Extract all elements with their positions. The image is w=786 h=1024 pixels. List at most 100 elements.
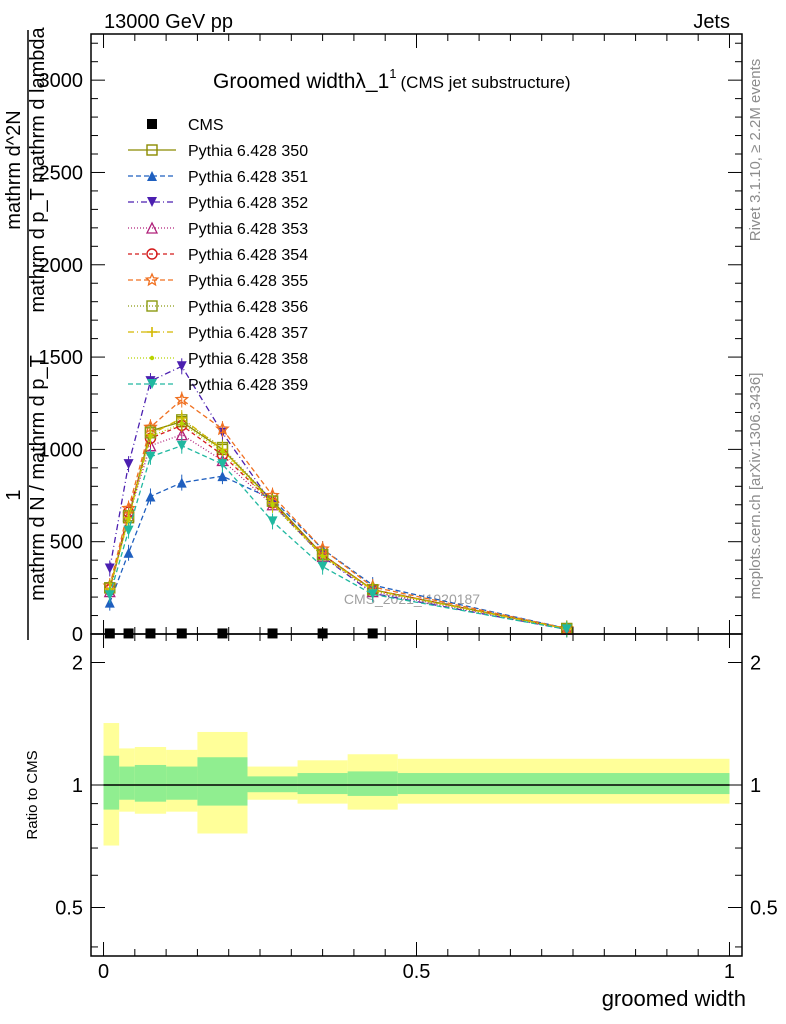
marker (147, 197, 157, 207)
marker (145, 221, 159, 234)
series-line (109, 444, 567, 631)
marker (146, 144, 158, 156)
ratio-y-tick-label-right: 0.5 (750, 897, 778, 919)
ratio-y-tick-label-right: 2 (750, 653, 761, 675)
ratio-band-inner (397, 773, 730, 795)
y-tick-label: 2000 (39, 255, 84, 277)
marker (104, 590, 115, 601)
ratio-y-tick-label: 2 (72, 653, 83, 675)
legend-label: Pythia 6.428 352 (188, 195, 308, 212)
series-pythia-354 (104, 417, 573, 637)
legend-item: Pythia 6.428 359 (128, 377, 308, 394)
marker (147, 379, 157, 389)
y-tick-label: 0 (72, 624, 83, 646)
marker (146, 248, 158, 260)
legend-label: Pythia 6.428 350 (188, 143, 308, 160)
ratio-band-inner (297, 773, 348, 795)
y-axis-label-numerator-1: mathrm d^2N (3, 110, 25, 229)
legend-item: Pythia 6.428 354 (128, 247, 308, 264)
marker (176, 361, 187, 372)
y-axis-label-denominator: mathrm d N / mathrm d p_T (27, 355, 49, 601)
marker (104, 563, 115, 574)
marker (123, 547, 134, 558)
header-process-label: 13000 GeV pp (104, 11, 233, 33)
marker (217, 471, 228, 482)
marker (149, 355, 155, 361)
marker (320, 554, 325, 559)
series-line (109, 422, 567, 630)
main-y-axis-label: mathrm d^2N mathrm d p_T mathrm d lambda… (3, 26, 49, 640)
legend-label: Pythia 6.428 354 (188, 247, 308, 264)
series-line (109, 475, 567, 630)
marker (176, 440, 187, 451)
legend-label: Pythia 6.428 359 (188, 377, 308, 394)
y-tick-label: 1500 (39, 347, 84, 369)
series-pythia-351 (104, 468, 572, 637)
legend-item: Pythia 6.428 357 (128, 325, 308, 342)
marker (174, 391, 190, 406)
series-line (109, 398, 567, 630)
marker (146, 300, 158, 312)
marker (267, 516, 278, 527)
ratio-y-axis-label: Ratio to CMS (24, 750, 41, 839)
marker (215, 421, 230, 436)
series-pythia-352 (104, 358, 572, 638)
marker (217, 459, 228, 470)
y-axis-label-numerator-2: mathrm d p_T mathrm d lambda (27, 26, 49, 312)
legend-item: Pythia 6.428 353 (128, 221, 308, 238)
ratio-y-axis: 0.5 0.5 1 1 2 2 (55, 653, 778, 948)
marker (144, 272, 160, 287)
main-y-axis: 0 500 1000 1500 2000 2500 3000 (39, 34, 742, 646)
series-pythia-356 (104, 411, 573, 637)
legend-label: CMS (188, 117, 224, 134)
ratio-plot-frame (90, 633, 743, 957)
marker (145, 451, 156, 462)
marker (145, 491, 156, 502)
marker (270, 502, 275, 507)
series-pythia-357 (104, 410, 572, 637)
ratio-y-tick-label-right: 1 (750, 775, 761, 797)
series-line (109, 417, 567, 630)
x-tick-label: 1 (724, 961, 735, 983)
ratio-band-inner (103, 755, 120, 810)
ratio-y-tick-label: 1 (72, 775, 83, 797)
legend-item: CMS (147, 117, 224, 134)
legend-item: Pythia 6.428 352 (128, 195, 308, 212)
chart-title-superscript: 1 (389, 66, 396, 81)
legend-item: Pythia 6.428 350 (128, 143, 308, 160)
y-tick-label: 1000 (39, 439, 84, 461)
y-tick-label: 500 (50, 532, 83, 554)
ratio-y-tick-label: 0.5 (55, 897, 83, 919)
main-plot-data (102, 358, 575, 639)
series-pythia-358 (107, 415, 569, 638)
series-pythia-353 (103, 426, 573, 638)
legend-item: Pythia 6.428 356 (128, 299, 308, 316)
x-tick-label: 0.5 (403, 961, 431, 983)
legend-item: Pythia 6.428 355 (128, 272, 308, 290)
x-axis: 0 0.5 1 (98, 634, 735, 983)
series-line (109, 420, 567, 630)
marker (147, 327, 157, 337)
ratio-band-inner (347, 771, 398, 796)
marker (561, 624, 572, 635)
chart-title-suffix: (CMS jet substructure) (401, 73, 571, 92)
ratio-band-inner (134, 764, 167, 802)
marker (147, 171, 157, 181)
y-tick-label: 3000 (39, 70, 84, 92)
rivet-version-label: Rivet 3.1.10, ≥ 2.2M events (747, 59, 764, 242)
ratio-band-inner (197, 757, 248, 806)
series-line (109, 424, 567, 630)
marker (147, 119, 157, 129)
marker (220, 449, 225, 454)
x-tick-label: 0 (98, 961, 109, 983)
legend-label: Pythia 6.428 353 (188, 221, 308, 238)
ratio-band-inner (166, 766, 198, 800)
series-pythia-359 (104, 437, 572, 638)
y-axis-label-one: 1 (3, 489, 25, 500)
legend-label: Pythia 6.428 357 (188, 325, 308, 342)
marker (317, 561, 328, 572)
ratio-band-inner (119, 766, 135, 800)
series-line (109, 365, 567, 631)
legend-label: Pythia 6.428 356 (188, 299, 308, 316)
